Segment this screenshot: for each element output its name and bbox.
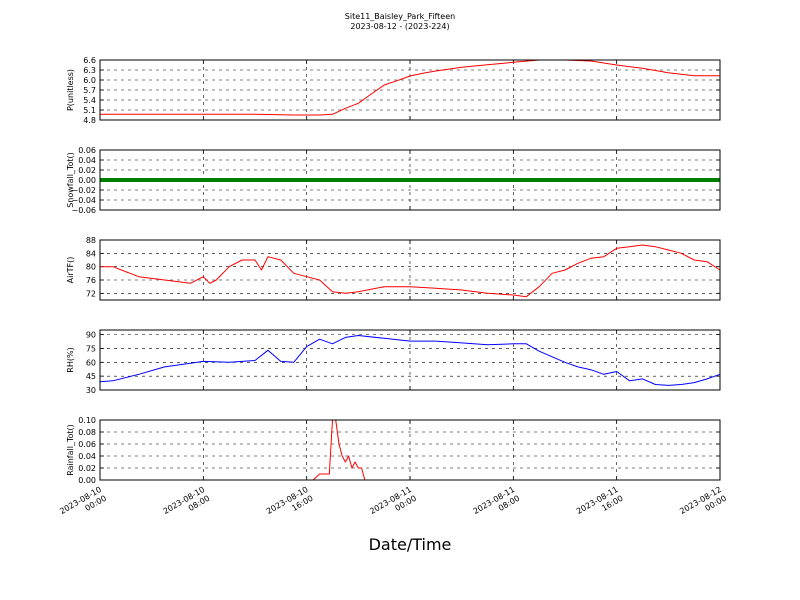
y-tick-label: 90 — [86, 331, 96, 340]
y-tick-label: 0.02 — [78, 166, 96, 175]
y-tick-label: 76 — [86, 276, 96, 285]
x-tick-label: 2023-08-1100:00 — [368, 485, 418, 525]
y-axis-label-3: AirTF() — [66, 257, 75, 284]
y-tick-label: −0.02 — [71, 186, 96, 195]
y-tick-label: 6.3 — [83, 66, 96, 75]
x-tick-label: 2023-08-1016:00 — [265, 485, 315, 525]
y-tick-label: 6.6 — [83, 56, 96, 65]
y-tick-label: 0.06 — [78, 440, 96, 449]
series-line-4 — [99, 335, 721, 386]
x-tick-label: 2023-08-1000:00 — [58, 485, 108, 525]
y-tick-label: 30 — [86, 386, 96, 395]
x-axis: 2023-08-1000:00 2023-08-1008:00 2023-08-10… — [58, 485, 728, 525]
panel-2: −0.06−0.04−0.020.000.020.040.06Snowfall_… — [66, 146, 721, 215]
x-tick-label: 2023-08-1108:00 — [472, 485, 522, 525]
y-tick-label: 88 — [86, 236, 96, 245]
y-tick-label: 0.10 — [78, 416, 96, 425]
x-tick-label: 2023-08-1116:00 — [575, 485, 625, 525]
panel-frame — [99, 149, 721, 211]
y-tick-label: 0.00 — [78, 176, 96, 185]
chart-title-line-2: 2023-08-12 - (2023-224) — [350, 22, 449, 31]
y-tick-label: 5.7 — [83, 86, 96, 95]
panel-3: 72 76 80 84 88 AirTF() — [66, 236, 721, 301]
x-tick-label: 2023-08-1008:00 — [162, 485, 212, 525]
y-axis-label-1: P(unitless) — [66, 69, 75, 111]
y-tick-label: 75 — [86, 344, 96, 353]
panel-frame — [99, 59, 721, 121]
y-tick-label: 84 — [86, 249, 96, 258]
x-axis-label: Date/Time — [369, 535, 452, 554]
y-axis-label-5: Rainfall_Tot() — [66, 424, 75, 476]
y-tick-label: −0.04 — [71, 196, 96, 205]
y-tick-label: −0.06 — [71, 206, 96, 215]
x-tick-label: 2023-08-1200:00 — [678, 485, 728, 525]
y-tick-label: 4.8 — [83, 116, 96, 125]
y-tick-label: 0.04 — [78, 452, 96, 461]
y-tick-label: 0.06 — [78, 146, 96, 155]
y-tick-label: 0.00 — [78, 476, 96, 485]
y-tick-label: 45 — [86, 372, 96, 381]
y-axis-label-4: RH(%) — [66, 347, 75, 372]
y-tick-label: 60 — [86, 358, 96, 367]
y-tick-label: 80 — [86, 263, 96, 272]
y-tick-label: 0.04 — [78, 156, 96, 165]
y-tick-label: 0.02 — [78, 464, 96, 473]
y-tick-label: 72 — [86, 289, 96, 298]
y-tick-label: 0.08 — [78, 428, 96, 437]
chart-title-line-1: Site11_Baisley_Park_Fifteen — [345, 12, 455, 21]
panel-1: 4.85.15.45.76.06.36.6 P(unitless) — [66, 56, 721, 125]
panel-frame — [99, 329, 721, 391]
y-tick-label: 6.0 — [83, 76, 96, 85]
y-tick-label: 5.1 — [83, 106, 96, 115]
panel-frame — [99, 239, 721, 301]
series-line-3 — [100, 244, 721, 298]
panels: 4.85.15.45.76.06.36.6P(unitless)−0.06−0.… — [66, 56, 721, 485]
series-line-1 — [100, 59, 720, 116]
panel-frame — [99, 419, 721, 481]
y-axis-label-2: Snowfall_Tot() — [66, 152, 75, 208]
y-tick-label: 5.4 — [83, 96, 96, 105]
panel-4: 30 45 60 75 90 RH(%) — [66, 329, 721, 395]
